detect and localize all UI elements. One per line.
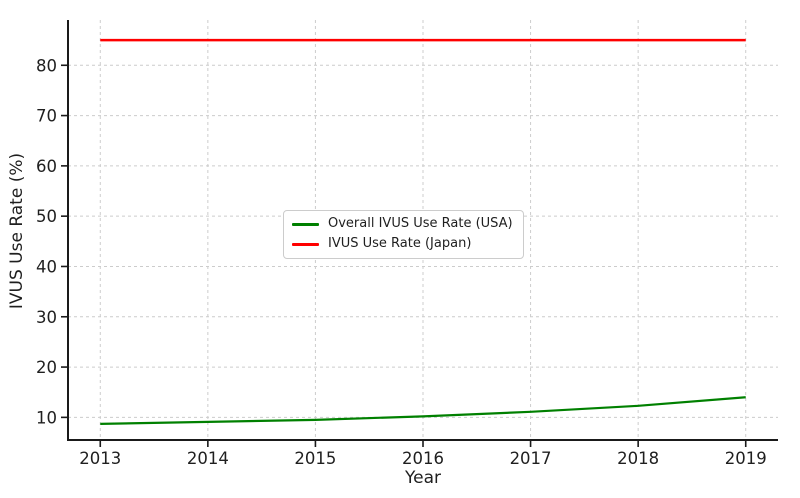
y-tick-label: 30	[36, 308, 57, 327]
x-axis-title: Year	[405, 468, 441, 488]
y-tick-label: 10	[36, 408, 57, 427]
legend-item-japan: IVUS Use Rate (Japan)	[292, 235, 513, 252]
legend-label-japan: IVUS Use Rate (Japan)	[328, 235, 472, 251]
x-tick-label: 2019	[725, 449, 767, 468]
x-tick-label: 2014	[187, 449, 229, 468]
legend-item-usa: Overall IVUS Use Rate (USA)	[292, 216, 513, 232]
x-tick-label: 2016	[402, 449, 444, 468]
y-tick-label: 20	[36, 358, 57, 377]
x-tick-label: 2013	[79, 449, 121, 468]
y-axis-title: IVUS Use Rate (%)	[7, 152, 27, 310]
x-tick-label: 2015	[294, 449, 336, 468]
y-tick-label: 60	[36, 157, 57, 176]
y-tick-label: 70	[36, 107, 57, 126]
legend-line-sample-usa	[292, 223, 319, 226]
x-tick-label: 2018	[617, 449, 659, 468]
x-tick-label: 2017	[510, 449, 552, 468]
series-line-usa	[100, 396, 746, 426]
legend-line-sample-japan	[292, 243, 319, 246]
y-tick-label: 50	[36, 207, 57, 226]
legend-label-usa: Overall IVUS Use Rate (USA)	[328, 216, 513, 231]
y-tick-label: 40	[36, 257, 57, 276]
y-tick-label: 80	[36, 56, 57, 75]
legend-box: Overall IVUS Use Rate (USA) IVUS Use Rat…	[283, 210, 524, 259]
